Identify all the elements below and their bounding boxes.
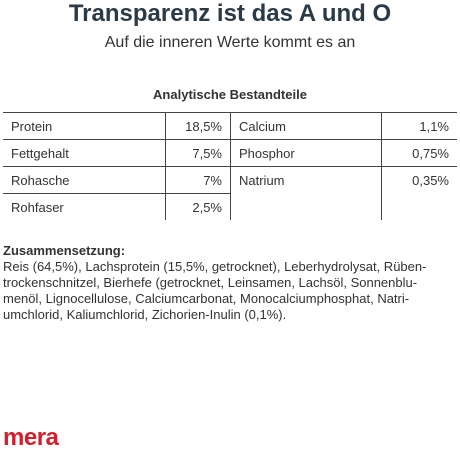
table-cell: 7%: [165, 166, 231, 194]
table-cell: 1,1%: [381, 112, 457, 140]
table-cell: Fettgehalt: [3, 139, 166, 167]
table-cell: 7,5%: [165, 139, 231, 167]
nutrient-table: Protein 18,5% Calcium 1,1% Fettgehalt 7,5% Pho…: [3, 112, 457, 220]
composition: Zusammensetzung: Reis (64,5%), Lachsprot…: [3, 243, 426, 323]
table-cell: Protein: [3, 112, 166, 140]
table-cell: Natrium: [230, 166, 382, 194]
table-row: Rohfaser 2,5%: [3, 193, 457, 221]
composition-heading: Zusammensetzung:: [3, 243, 126, 258]
table-row: Rohasche 7% Natrium 0,35%: [3, 166, 457, 194]
table-cell: Phosphor: [230, 139, 382, 167]
table-row: Protein 18,5% Calcium 1,1%: [3, 112, 457, 140]
composition-line: menöl, Lignocellulose, Calciumcarbonat, …: [3, 291, 410, 306]
table-cell: 2,5%: [165, 193, 231, 220]
table-row: Fettgehalt 7,5% Phosphor 0,75%: [3, 139, 457, 167]
table-cell: 0,35%: [381, 166, 457, 194]
table-title: Analytische Bestandteile: [153, 87, 307, 102]
table-cell: 0,75%: [381, 139, 457, 167]
table-cell: Rohfaser: [3, 193, 166, 220]
composition-line: umchlorid, Kaliumchlorid, Zichorien-Inul…: [3, 307, 287, 322]
subtitle: Auf die inneren Werte kommt es an: [104, 34, 356, 51]
table-cell: 18,5%: [165, 112, 231, 140]
logo: mera: [3, 424, 59, 451]
table-cell: [381, 193, 457, 220]
table-cell: Rohasche: [3, 166, 166, 194]
table-cell: [231, 194, 382, 221]
composition-line: Reis (64,5%), Lachsprotein (15,5%, getro…: [3, 259, 427, 274]
composition-line: trockenschnitzel, Bierhefe (getrocknet, …: [3, 275, 418, 290]
title: Transparenz ist das A und O: [68, 0, 392, 27]
table-cell: Calcium: [230, 112, 382, 140]
